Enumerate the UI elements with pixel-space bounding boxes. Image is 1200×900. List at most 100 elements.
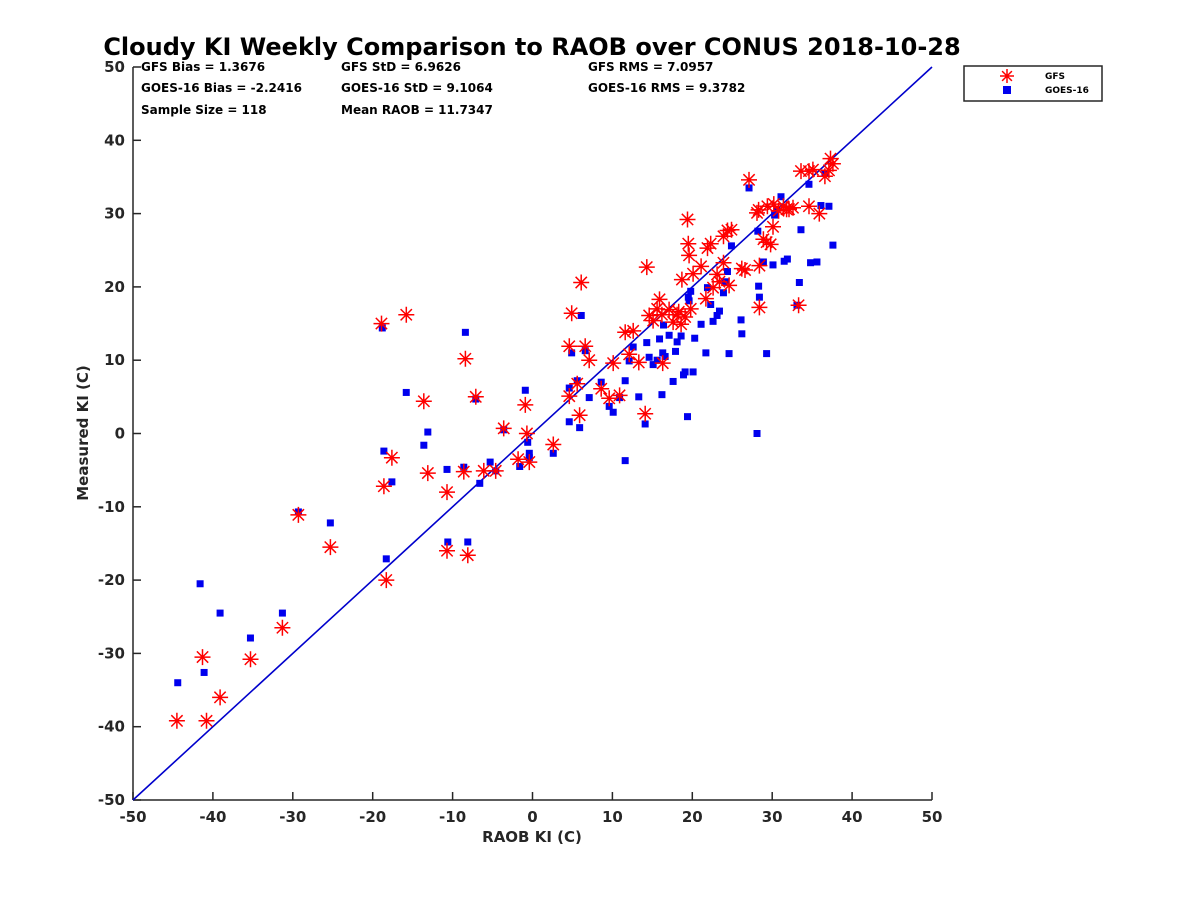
goes16-data-point xyxy=(621,377,629,385)
gfs-data-point xyxy=(679,211,696,228)
gfs-data-point xyxy=(625,322,642,339)
goes16-data-point xyxy=(246,634,254,642)
gfs-data-point xyxy=(750,201,767,218)
gfs-data-point xyxy=(697,290,714,307)
x-tick-label: -10 xyxy=(439,808,466,826)
gfs-data-point xyxy=(459,547,476,564)
gfs-data-point xyxy=(605,355,622,372)
goes16-data-point xyxy=(813,258,821,266)
gfs-data-point xyxy=(715,228,732,245)
gfs-data-point xyxy=(569,375,586,392)
gfs-data-point xyxy=(521,454,538,471)
gfs-data-point xyxy=(711,273,728,290)
goes16-data-point xyxy=(727,242,735,250)
gfs-data-point xyxy=(638,259,655,276)
stat-mean-raob: Mean RAOB = 11.7347 xyxy=(341,103,493,117)
goes16-data-point xyxy=(524,438,532,446)
legend: GFS GOES-16 xyxy=(963,65,1103,102)
gfs-data-point xyxy=(682,300,699,317)
gfs-data-point xyxy=(601,390,618,407)
gfs-data-point xyxy=(290,506,307,523)
goes16-data-point xyxy=(755,293,763,301)
x-tick-label: 0 xyxy=(527,808,537,826)
gfs-data-point xyxy=(194,649,211,666)
goes16-data-point xyxy=(326,519,334,527)
x-axis-ticks: -50 -40 -30 -20 -10 0 10 20 30 40 50 xyxy=(119,792,942,826)
stat-gfs-bias: GFS Bias = 1.3676 xyxy=(141,60,265,74)
goes16-data-point xyxy=(653,356,661,364)
goes16-data-point xyxy=(174,679,182,687)
gfs-data-point xyxy=(758,234,775,251)
goes16-data-point xyxy=(461,328,469,336)
y-axis-ticks: 50 40 30 20 10 0 -10 -20 -30 -40 -50 xyxy=(98,58,141,809)
gfs-data-point xyxy=(517,396,534,413)
chart-title: Cloudy KI Weekly Comparison to RAOB over… xyxy=(103,33,960,61)
gfs-data-point xyxy=(475,462,492,479)
gfs-data-point xyxy=(651,291,668,308)
goes16-data-point xyxy=(825,202,833,210)
gfs-data-point xyxy=(741,171,757,188)
series-gfs-points xyxy=(168,150,841,729)
gfs-data-point xyxy=(680,235,697,252)
y-tick-label: 50 xyxy=(104,58,125,76)
gfs-data-point xyxy=(593,380,610,397)
gfs-data-point xyxy=(398,306,415,323)
goes16-data-point xyxy=(576,424,584,432)
gfs-data-point xyxy=(375,478,392,495)
gfs-data-point xyxy=(801,163,817,180)
x-tick-label: 20 xyxy=(682,808,703,826)
gfs-data-point xyxy=(781,201,797,218)
legend-box xyxy=(963,65,1103,102)
gfs-data-point xyxy=(419,465,436,482)
goes16-data-point xyxy=(783,255,791,263)
gfs-data-point xyxy=(669,306,686,323)
gfs-data-point xyxy=(611,387,628,404)
goes16-data-point xyxy=(673,338,681,346)
goes16-data-point xyxy=(278,609,286,617)
gfs-data-point xyxy=(702,235,719,252)
goes16-data-point xyxy=(702,349,710,357)
goes16-data-point xyxy=(424,428,432,436)
x-tick-label: -30 xyxy=(279,808,306,826)
goes16-data-point xyxy=(565,418,573,426)
y-tick-label: -20 xyxy=(98,571,125,589)
goes16-data-point xyxy=(443,465,451,473)
goes16-data-point xyxy=(641,420,649,428)
gfs-data-point xyxy=(673,316,690,333)
goes16-data-point xyxy=(697,320,705,328)
goes16-data-point xyxy=(753,430,761,437)
x-tick-label: 50 xyxy=(922,808,943,826)
gfs-data-point xyxy=(571,407,588,424)
goes16-data-point xyxy=(658,391,666,399)
goes16-data-point xyxy=(516,462,524,470)
goes16-data-point xyxy=(754,227,762,235)
goes16-data-point xyxy=(621,457,629,465)
gfs-data-point xyxy=(561,338,578,355)
goes16-data-point xyxy=(777,193,785,201)
gfs-data-point xyxy=(673,271,690,288)
goes16-data-point xyxy=(568,349,576,357)
stat-gfs-rms: GFS RMS = 7.0957 xyxy=(588,60,713,74)
goes16-data-point xyxy=(738,330,746,338)
gfs-data-point xyxy=(518,425,535,442)
gfs-data-point xyxy=(693,258,710,275)
goes16-data-point xyxy=(549,449,557,457)
goes16-data-point xyxy=(525,449,533,457)
goes16-data-point xyxy=(763,350,771,358)
gfs-data-point xyxy=(709,266,726,283)
goes16-data-point xyxy=(665,331,673,339)
legend-goes16-label: GOES-16 xyxy=(1045,86,1089,96)
y-tick-label: 0 xyxy=(115,425,125,443)
gfs-data-point xyxy=(487,462,504,479)
goes16-data-point xyxy=(476,479,484,487)
gfs-data-point xyxy=(168,712,185,729)
gfs-data-point xyxy=(699,240,716,257)
goes16-data-point xyxy=(420,441,428,449)
goes16-data-point xyxy=(388,478,396,486)
goes16-data-point xyxy=(216,609,224,617)
goes16-data-point xyxy=(681,368,689,376)
gfs-data-point xyxy=(373,315,390,332)
stat-sample-size: Sample Size = 118 xyxy=(141,103,267,117)
